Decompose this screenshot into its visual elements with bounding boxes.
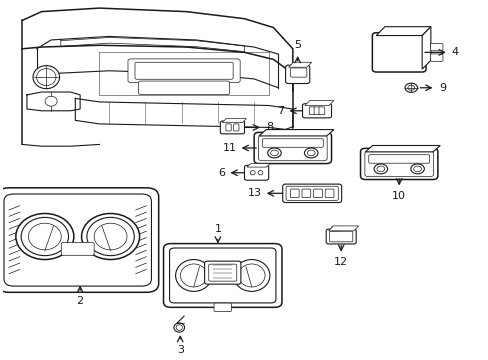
FancyBboxPatch shape <box>4 194 151 286</box>
FancyBboxPatch shape <box>285 65 309 84</box>
Ellipse shape <box>81 213 139 260</box>
FancyBboxPatch shape <box>368 155 429 163</box>
Ellipse shape <box>410 164 424 174</box>
FancyBboxPatch shape <box>61 243 94 255</box>
Ellipse shape <box>376 166 384 172</box>
Ellipse shape <box>33 66 60 89</box>
Text: 3: 3 <box>176 345 183 355</box>
Polygon shape <box>288 62 311 67</box>
FancyBboxPatch shape <box>258 135 326 161</box>
FancyBboxPatch shape <box>204 261 241 284</box>
Ellipse shape <box>45 96 57 106</box>
FancyBboxPatch shape <box>313 189 322 198</box>
Ellipse shape <box>404 83 417 93</box>
Ellipse shape <box>238 264 264 287</box>
FancyBboxPatch shape <box>290 68 306 77</box>
Polygon shape <box>305 100 333 105</box>
Ellipse shape <box>407 85 414 90</box>
Ellipse shape <box>180 264 206 287</box>
Text: 8: 8 <box>266 122 273 132</box>
Text: 7: 7 <box>277 106 284 116</box>
FancyBboxPatch shape <box>254 132 331 163</box>
FancyBboxPatch shape <box>329 231 352 242</box>
Ellipse shape <box>270 150 278 156</box>
Text: 4: 4 <box>450 48 457 57</box>
FancyBboxPatch shape <box>262 139 323 147</box>
Ellipse shape <box>373 164 387 174</box>
Ellipse shape <box>307 150 314 156</box>
FancyBboxPatch shape <box>225 124 231 131</box>
FancyBboxPatch shape <box>214 303 231 312</box>
FancyBboxPatch shape <box>220 121 244 134</box>
FancyBboxPatch shape <box>313 107 319 115</box>
FancyBboxPatch shape <box>325 189 333 198</box>
FancyBboxPatch shape <box>371 33 425 72</box>
FancyBboxPatch shape <box>128 59 240 83</box>
Ellipse shape <box>87 217 134 256</box>
FancyBboxPatch shape <box>308 107 314 115</box>
Ellipse shape <box>304 148 317 158</box>
Ellipse shape <box>174 323 184 332</box>
FancyBboxPatch shape <box>285 186 338 201</box>
Ellipse shape <box>28 223 61 250</box>
Ellipse shape <box>94 223 127 250</box>
Ellipse shape <box>37 69 56 86</box>
Text: 12: 12 <box>333 257 347 267</box>
Ellipse shape <box>258 171 263 175</box>
Ellipse shape <box>233 260 269 291</box>
FancyBboxPatch shape <box>331 226 341 231</box>
Text: 13: 13 <box>247 188 261 198</box>
Ellipse shape <box>267 148 281 158</box>
FancyBboxPatch shape <box>325 229 355 244</box>
FancyBboxPatch shape <box>429 54 442 62</box>
FancyBboxPatch shape <box>290 189 299 198</box>
FancyBboxPatch shape <box>163 244 282 307</box>
Polygon shape <box>328 226 358 231</box>
Text: 5: 5 <box>294 40 301 50</box>
FancyBboxPatch shape <box>208 264 236 281</box>
Polygon shape <box>421 27 430 69</box>
FancyBboxPatch shape <box>302 189 310 198</box>
Text: 6: 6 <box>218 168 224 178</box>
FancyBboxPatch shape <box>0 188 159 292</box>
Text: 9: 9 <box>438 83 446 93</box>
Polygon shape <box>222 118 246 122</box>
FancyBboxPatch shape <box>233 124 239 131</box>
FancyBboxPatch shape <box>169 248 275 303</box>
FancyBboxPatch shape <box>364 151 433 177</box>
Polygon shape <box>246 163 269 167</box>
Ellipse shape <box>175 260 211 291</box>
FancyBboxPatch shape <box>282 184 341 203</box>
Polygon shape <box>259 130 333 136</box>
FancyBboxPatch shape <box>138 81 229 95</box>
FancyBboxPatch shape <box>135 62 233 79</box>
Ellipse shape <box>176 325 182 330</box>
Ellipse shape <box>250 171 255 175</box>
FancyBboxPatch shape <box>318 107 324 115</box>
Polygon shape <box>365 145 439 152</box>
Polygon shape <box>375 27 430 36</box>
Ellipse shape <box>413 166 421 172</box>
Text: 1: 1 <box>214 224 221 234</box>
FancyBboxPatch shape <box>429 43 442 51</box>
FancyBboxPatch shape <box>302 104 331 118</box>
Ellipse shape <box>21 217 68 256</box>
FancyBboxPatch shape <box>360 148 437 180</box>
Text: 2: 2 <box>77 296 83 306</box>
Ellipse shape <box>16 213 74 260</box>
Text: 11: 11 <box>223 143 236 153</box>
FancyBboxPatch shape <box>244 165 268 180</box>
Text: 10: 10 <box>391 191 406 201</box>
